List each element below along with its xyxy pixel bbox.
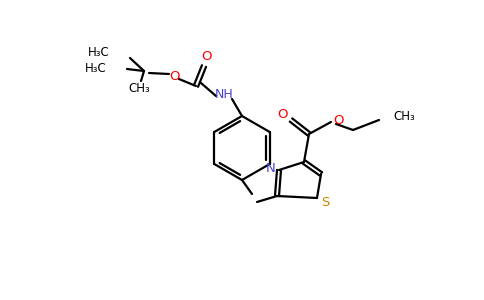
Text: H₃C: H₃C [88, 46, 110, 59]
Text: H₃C: H₃C [85, 62, 107, 76]
Text: CH₃: CH₃ [128, 82, 150, 95]
Text: O: O [169, 70, 179, 83]
Text: N: N [266, 161, 276, 175]
Text: CH₃: CH₃ [393, 110, 415, 122]
Text: O: O [201, 50, 211, 64]
Text: NH: NH [214, 88, 233, 100]
Text: O: O [334, 113, 344, 127]
Text: O: O [278, 109, 288, 122]
Text: S: S [321, 196, 329, 208]
